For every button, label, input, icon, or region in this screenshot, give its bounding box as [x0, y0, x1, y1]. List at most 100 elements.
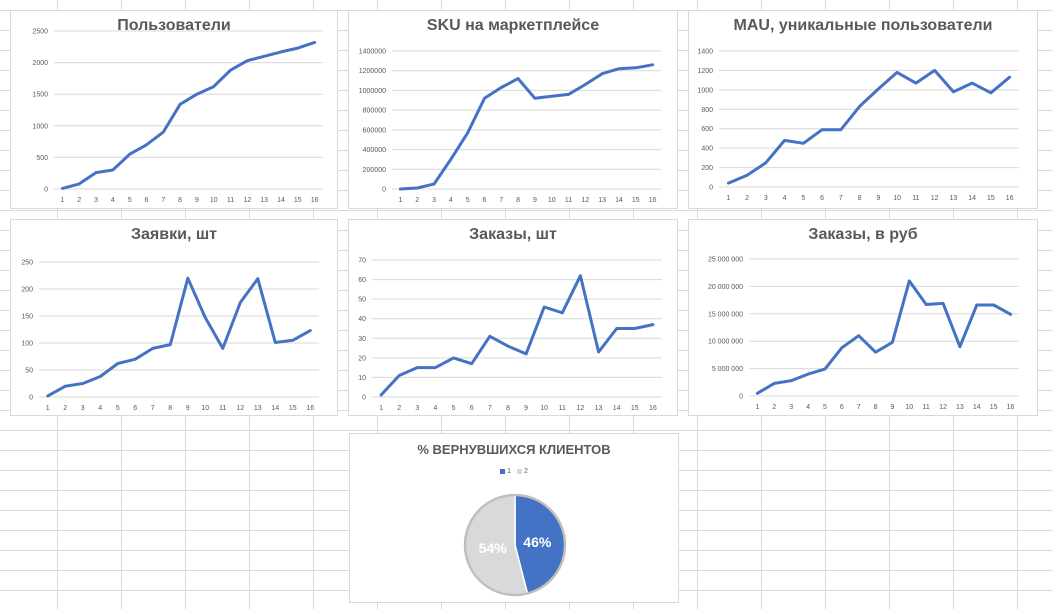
- pie-value-label: 54%: [479, 540, 508, 556]
- y-tick-label: 0: [709, 185, 713, 192]
- x-tick-label: 12: [931, 195, 939, 202]
- y-tick-label: 70: [358, 258, 366, 265]
- x-tick-label: 2: [77, 197, 81, 204]
- y-tick-label: 10: [358, 375, 366, 382]
- x-tick-label: 11: [565, 197, 572, 204]
- x-tick-label: 14: [277, 197, 285, 204]
- x-tick-label: 10: [548, 197, 556, 204]
- x-tick-label: 4: [111, 197, 115, 204]
- x-tick-label: 4: [806, 404, 810, 411]
- x-tick-label: 12: [581, 197, 589, 204]
- x-tick-label: 1: [726, 195, 730, 202]
- x-tick-label: 13: [254, 405, 262, 412]
- y-tick-label: 50: [358, 297, 366, 304]
- series-line: [398, 63, 655, 191]
- x-tick-label: 7: [151, 405, 155, 412]
- x-tick-label: 13: [260, 197, 268, 204]
- x-tick-label: 3: [789, 404, 793, 411]
- chart-orders-rub: Заказы, в руб 0 5 000 000 10 000 000 15 000…: [688, 219, 1038, 416]
- chart-mau: MAU, уникальные пользователи 0 200 400 600 8…: [688, 10, 1038, 209]
- chart-title: MAU, уникальные пользователи: [733, 17, 993, 34]
- x-tick-label: 5: [452, 405, 456, 412]
- x-tick-label: 15: [631, 405, 639, 412]
- x-tick-label: 13: [949, 195, 957, 202]
- x-tick-label: 5: [823, 404, 827, 411]
- chart-title: % ВЕРНУВШИХСЯ КЛИЕНТОВ: [417, 442, 611, 457]
- y-tick-label: 1200000: [359, 68, 386, 75]
- chart-requests: Заявки, шт 0 50 100 150 200 250 1 2 3 4 5 6 7 8 9 10 11 1…: [10, 219, 338, 416]
- legend-swatch: [516, 469, 522, 474]
- x-tick-label: 15: [632, 197, 640, 204]
- x-tick-label: 5: [116, 405, 120, 412]
- x-tick-label: 12: [577, 405, 585, 412]
- x-tick-label: 13: [598, 197, 606, 204]
- x-tick-label: 8: [858, 195, 862, 202]
- y-tick-label: 100: [21, 341, 33, 348]
- y-tick-label: 400: [701, 146, 713, 153]
- y-tick-label: 250: [21, 260, 33, 267]
- x-tick-label: 1: [398, 197, 402, 204]
- series-line: [60, 40, 317, 190]
- y-tick-label: 15 000 000: [708, 311, 743, 318]
- x-tick-label: 14: [615, 197, 623, 204]
- legend-swatch: [500, 469, 506, 474]
- x-tick-label: 7: [839, 195, 843, 202]
- x-tick-label: 1: [46, 405, 50, 412]
- x-tick-label: 4: [98, 405, 102, 412]
- x-tick-label: 9: [524, 405, 528, 412]
- x-tick-label: 15: [289, 405, 297, 412]
- x-tick-label: 14: [271, 405, 279, 412]
- chart-users: Пользователи 0 500 1000 1500 2000 2500 1 2 3 4 5 6 7…: [10, 10, 338, 209]
- x-tick-label: 11: [227, 197, 234, 204]
- y-tick-label: 25 000 000: [708, 257, 743, 264]
- y-tick-label: 1200: [697, 68, 713, 75]
- x-tick-label: 3: [432, 197, 436, 204]
- y-tick-label: 0: [29, 395, 33, 402]
- line-plot: 0 5 000 000 10 000 000 15 000 000 20 000 000…: [708, 257, 1019, 411]
- x-tick-label: 10: [540, 405, 548, 412]
- x-tick-label: 6: [145, 197, 149, 204]
- pie-value-label: 46%: [523, 534, 552, 550]
- x-tick-label: 9: [186, 405, 190, 412]
- y-tick-label: 400000: [363, 147, 386, 154]
- x-tick-label: 9: [876, 195, 880, 202]
- y-tick-label: 20: [358, 355, 366, 362]
- y-tick-label: 10 000 000: [708, 339, 743, 346]
- x-tick-label: 7: [499, 197, 503, 204]
- x-tick-label: 6: [133, 405, 137, 412]
- y-tick-label: 500: [36, 155, 48, 162]
- x-tick-label: 1: [60, 197, 64, 204]
- x-tick-label: 8: [178, 197, 182, 204]
- legend-item: 2: [516, 468, 528, 475]
- x-tick-label: 8: [874, 404, 878, 411]
- x-tick-label: 12: [939, 404, 947, 411]
- x-tick-label: 12: [243, 197, 251, 204]
- legend-label: 1: [507, 468, 512, 475]
- x-tick-label: 3: [81, 405, 85, 412]
- chart-returning-clients: % ВЕРНУВШИХСЯ КЛИЕНТОВ 1 2 46% 54%: [349, 433, 679, 603]
- x-tick-label: 13: [595, 405, 603, 412]
- x-tick-label: 8: [516, 197, 520, 204]
- y-tick-label: 600: [701, 126, 713, 133]
- x-tick-label: 8: [506, 405, 510, 412]
- legend-label: 2: [523, 468, 528, 475]
- x-tick-label: 14: [973, 404, 981, 411]
- y-tick-label: 800: [701, 107, 713, 114]
- x-tick-label: 10: [201, 405, 209, 412]
- series-line: [726, 68, 1012, 185]
- x-tick-label: 3: [415, 405, 419, 412]
- x-tick-label: 15: [294, 197, 302, 204]
- x-tick-label: 1: [755, 404, 759, 411]
- x-tick-label: 8: [168, 405, 172, 412]
- legend-item: 1: [500, 468, 511, 475]
- chart-title: Заказы, в руб: [808, 226, 918, 243]
- y-tick-label: 40: [358, 316, 366, 323]
- pie-plot: 46% 54%: [463, 493, 567, 597]
- x-tick-label: 16: [306, 405, 314, 412]
- x-tick-label: 2: [397, 405, 401, 412]
- chart-title: SKU на маркетплейсе: [426, 17, 600, 34]
- chart-title: Заказы, шт: [469, 226, 557, 243]
- x-tick-label: 3: [764, 195, 768, 202]
